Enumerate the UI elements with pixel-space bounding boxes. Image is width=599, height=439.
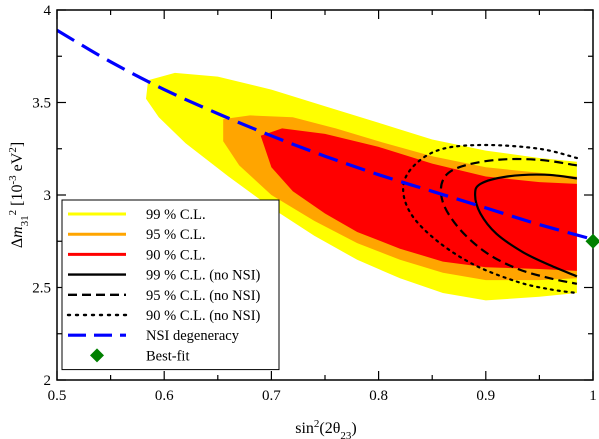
x-tick-label: 0.8 xyxy=(369,388,388,404)
legend-label: 95 % C.L. xyxy=(146,227,206,243)
axis-ticks xyxy=(56,9,594,381)
legend-box xyxy=(61,199,280,371)
no-nsi-contours xyxy=(402,143,578,295)
legend-entry-90-c-l-no-nsi: 90 % C.L. (no NSI) xyxy=(66,308,261,324)
contour-99-c-l-no-nsi xyxy=(473,173,578,278)
y-tick-label: 2 xyxy=(44,373,52,389)
x-tick-label: 0.7 xyxy=(262,388,281,404)
x-tick-label: 0.5 xyxy=(48,388,67,404)
y-tick-label: 2.5 xyxy=(32,281,51,297)
diamond-icon xyxy=(90,348,104,363)
best-fit-marker xyxy=(585,233,599,249)
y-axis-label: Δm312 [10-3 eV2] xyxy=(7,142,31,248)
y-tick-label: 3.5 xyxy=(32,96,51,112)
x-tick-label: 0.6 xyxy=(155,388,174,404)
legend-label: 90 % C.L. xyxy=(146,247,206,263)
best-fit-layer xyxy=(585,233,599,249)
legend-entry-95-c-l-no-nsi: 95 % C.L. (no NSI) xyxy=(68,288,261,304)
legend-label: 95 % C.L. (no NSI) xyxy=(146,288,261,304)
y-tick-label: 3 xyxy=(44,188,52,204)
legend-label: 99 % C.L. xyxy=(146,207,206,223)
legend-label: 90 % C.L. (no NSI) xyxy=(146,308,261,324)
nsi-degeneracy-layer xyxy=(57,28,593,241)
legend-entry-best-fit: Best-fit xyxy=(90,348,190,364)
legend-entry-95-c-l: 95 % C.L. xyxy=(68,227,206,243)
legend-entry-90-c-l: 90 % C.L. xyxy=(68,247,206,263)
legend-label: NSI degeneracy xyxy=(146,328,240,344)
legend: 99 % C.L. 95 % C.L. 90 % C.L. 99 % C.L. (no… xyxy=(61,199,280,371)
legend-entry-99-c-l-no-nsi: 99 % C.L. (no NSI) xyxy=(68,268,261,284)
axis-tick-labels: 0.5 0.6 0.7 0.8 0.9 1 2 2.5 3 3.5 4 xyxy=(32,3,597,404)
y-tick-label: 4 xyxy=(44,3,52,19)
x-tick-label: 1 xyxy=(589,388,597,404)
nsi-degeneracy-line xyxy=(57,28,593,241)
legend-entry-nsi-degeneracy: NSI degeneracy xyxy=(68,328,240,344)
x-axis-label: sin2(2θ23) xyxy=(295,418,357,439)
legend-label: 99 % C.L. (no NSI) xyxy=(146,268,261,284)
legend-entry-99-c-l: 99 % C.L. xyxy=(68,207,206,223)
x-tick-label: 0.9 xyxy=(476,388,495,404)
legend-label: Best-fit xyxy=(146,348,190,364)
